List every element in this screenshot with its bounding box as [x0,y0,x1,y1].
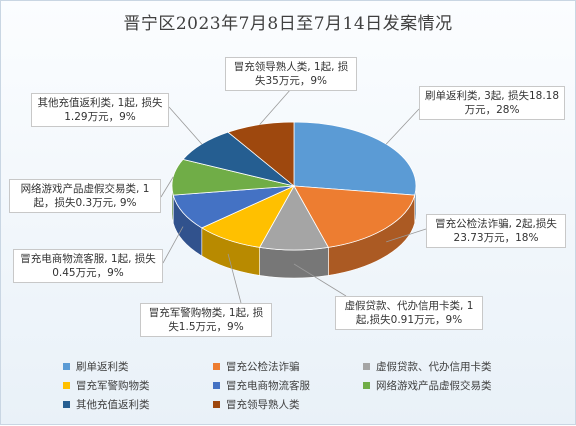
data-label-4: 冒充电商物流客服, 1起, 损失0.45万元，9% [13,249,163,283]
legend-swatch-0 [63,363,70,370]
leader-line-6 [168,106,203,145]
pie-side-2 [259,247,329,279]
leader-line-2 [293,263,347,297]
legend-swatch-3 [63,382,70,389]
legend-swatch-2 [363,363,370,370]
legend-label-1: 冒充公检法诈骗 [226,361,300,373]
legend-item-2: 虚假贷款、代办信用卡类 [363,359,553,374]
legend-swatch-4 [213,382,220,389]
leader-line-5 [160,176,174,198]
legend-item-0: 刷单返利类 [63,359,213,374]
pie-slice-1 [293,185,416,248]
legend-item-1: 冒充公检法诈骗 [213,359,363,374]
legend-label-0: 刷单返利类 [76,361,129,373]
legend-label-6: 其他充值返利类 [76,399,150,411]
leader-line-7 [259,88,292,125]
legend-item-4: 冒充电商物流客服 [213,378,363,393]
data-label-0: 刷单返利类, 3起, 损失18.18万元，28% [419,86,565,120]
legend-label-7: 冒充领导熟人类 [226,399,300,411]
data-label-2: 虚假贷款、代办信用卡类, 1起,损失0.91万元，9% [335,296,483,330]
legend-item-6: 其他充值返利类 [63,397,213,412]
data-label-5: 网络游戏产品虚假交易类, 1起，损失0.3万元, 9% [9,179,161,213]
data-label-7: 冒充领导熟人类, 1起, 损失35万元，9% [225,57,357,91]
legend-label-4: 冒充电商物流客服 [226,380,310,392]
pie-slice-7 [227,121,295,187]
legend-item-7: 冒充领导熟人类 [213,397,363,412]
legend-item-5: 网络游戏产品虚假交易类 [363,378,553,393]
chart-title: 晋宁区2023年7月8日至7月14日发案情况 [123,14,453,34]
leader-line-4 [162,226,184,264]
data-label-1: 冒充公检法诈骗, 2起,损失23.73万元，18% [426,214,566,248]
legend-label-2: 虚假贷款、代办信用卡类 [376,361,492,373]
data-label-6: 其他充值返利类, 1起, 损失1.29万元，9% [31,93,169,127]
legend-swatch-7 [213,401,220,408]
legend: 刷单返利类 冒充公检法诈骗 虚假贷款、代办信用卡类 冒充军警购物类 冒充电商物流… [63,359,563,412]
data-label-3: 冒充军警购物类, 1起, 损失1.5万元，9% [140,303,272,337]
legend-item-3: 冒充军警购物类 [63,378,213,393]
legend-swatch-1 [213,363,220,370]
leader-line-1 [386,228,427,243]
legend-label-5: 网络游戏产品虚假交易类 [376,380,492,392]
leader-line-3 [227,253,242,304]
legend-label-3: 冒充军警购物类 [76,380,150,392]
legend-swatch-6 [63,401,70,408]
legend-swatch-5 [363,382,370,389]
leader-line-0 [385,108,420,145]
pie-slice-0 [293,121,417,196]
